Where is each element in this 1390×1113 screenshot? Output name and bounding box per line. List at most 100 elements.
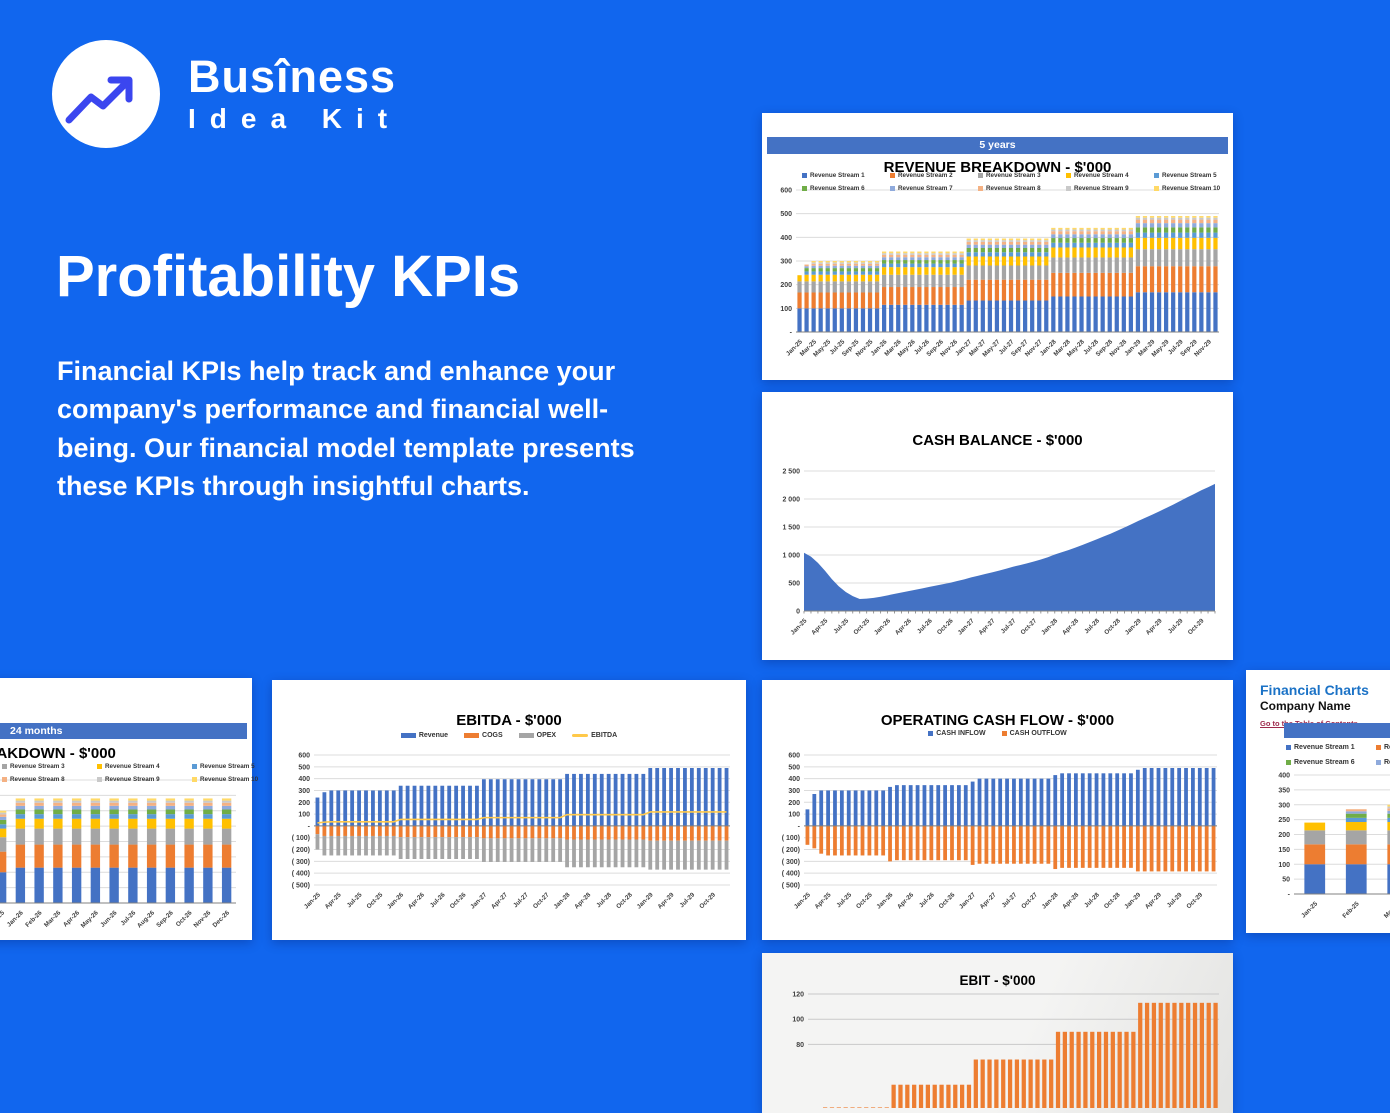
revenue-streams-legend: Revenue Stream 1 Revenue Stream 2 Revenue … bbox=[802, 169, 1242, 195]
svg-text:-: - bbox=[790, 330, 793, 337]
svg-text:-: - bbox=[308, 823, 311, 830]
legend-swatch bbox=[1286, 760, 1291, 765]
svg-text:Oct-27: Oct-27 bbox=[1019, 617, 1038, 636]
svg-text:( 100): ( 100) bbox=[292, 835, 310, 842]
svg-text:( 500): ( 500) bbox=[292, 883, 310, 890]
svg-text:400: 400 bbox=[788, 776, 800, 783]
svg-text:500: 500 bbox=[788, 581, 800, 588]
svg-text:2 500: 2 500 bbox=[782, 469, 800, 476]
svg-text:Oct-27: Oct-27 bbox=[532, 891, 551, 910]
legend-swatch bbox=[464, 733, 480, 738]
svg-text:Apr-27: Apr-27 bbox=[979, 891, 998, 910]
svg-text:200: 200 bbox=[1278, 832, 1290, 839]
legend-item: Revenue Stream 3 bbox=[2, 760, 97, 773]
svg-text:Jul-28: Jul-28 bbox=[1083, 891, 1101, 909]
panel-cash-balance: CASH BALANCE - $'000 2 500 2 000 1 500 1 00… bbox=[762, 392, 1233, 660]
svg-text:Jan-25: Jan-25 bbox=[303, 891, 322, 910]
svg-text:( 400): ( 400) bbox=[782, 871, 800, 878]
legend-swatch bbox=[2, 764, 7, 769]
svg-text:Apr-26: Apr-26 bbox=[407, 891, 426, 910]
period-badge-24-months: 24 months bbox=[0, 723, 247, 739]
svg-text:300: 300 bbox=[788, 788, 800, 795]
svg-text:Oct-28: Oct-28 bbox=[1103, 617, 1122, 636]
legend-item: Revenue Stream 5 bbox=[1154, 169, 1242, 182]
legend-swatch bbox=[2, 777, 7, 782]
svg-text:Jul-27: Jul-27 bbox=[1000, 617, 1018, 635]
legend-swatch bbox=[192, 764, 197, 769]
svg-text:Jan-28: Jan-28 bbox=[552, 891, 571, 910]
svg-text:Jul-25: Jul-25 bbox=[835, 891, 853, 909]
legend-item: Revenue Stream 10 bbox=[1154, 182, 1242, 195]
legend-item: Revenue Stream 7 bbox=[890, 182, 978, 195]
svg-text:Oct-26: Oct-26 bbox=[449, 891, 468, 910]
svg-text:Apr-25: Apr-25 bbox=[813, 891, 832, 910]
svg-text:100: 100 bbox=[792, 1017, 804, 1024]
svg-text:Jul-25: Jul-25 bbox=[346, 891, 364, 909]
cash-flow-legend: CASH INFLOW CASH OUTFLOW bbox=[762, 730, 1233, 737]
legend-swatch bbox=[1066, 173, 1071, 178]
legend-swatch bbox=[978, 186, 983, 191]
panel-financial-charts: Financial Charts Company Name Go to the … bbox=[1246, 670, 1390, 933]
svg-text:200: 200 bbox=[788, 800, 800, 807]
svg-text:Nov-26: Nov-26 bbox=[192, 909, 212, 929]
svg-text:Apr-28: Apr-28 bbox=[573, 891, 592, 910]
legend-swatch bbox=[572, 734, 589, 737]
mini-revenue-stacked-bar-chart: 400 350 300 250 200 150 100 50 - Jan-25 Feb-25 Mar-… bbox=[1250, 766, 1390, 944]
svg-text:Jan-29: Jan-29 bbox=[1124, 617, 1143, 636]
legend-item: Revenue Stream 5 bbox=[192, 760, 287, 773]
legend-swatch bbox=[890, 186, 895, 191]
panel-ebitda: EBITDA - $'000 Revenue COGS OPEX EBITDA 600… bbox=[272, 680, 746, 940]
cash-balance-area-chart: 2 500 2 000 1 500 1 000 500 0 Jan-25 Apr-25 Jul-… bbox=[766, 465, 1233, 670]
svg-text:400: 400 bbox=[780, 235, 792, 242]
legend-item: Revenue Stream 9 bbox=[1066, 182, 1154, 195]
legend-swatch bbox=[1376, 745, 1381, 750]
svg-text:Feb-25: Feb-25 bbox=[1341, 900, 1361, 920]
legend-item: Revenue bbox=[400, 732, 448, 739]
svg-text:Jan-25: Jan-25 bbox=[789, 617, 808, 636]
svg-text:Jan-29: Jan-29 bbox=[636, 891, 655, 910]
svg-text:350: 350 bbox=[1278, 787, 1290, 794]
svg-text:Jan-28: Jan-28 bbox=[1040, 617, 1059, 636]
svg-text:Apr-29: Apr-29 bbox=[1144, 891, 1163, 910]
svg-text:-: - bbox=[1288, 892, 1291, 899]
operating-cash-flow-chart: 600 500 400 300 200 100 - ( 100) ( 200) ( 300) ( 4… bbox=[766, 743, 1233, 942]
svg-text:Jan-25: Jan-25 bbox=[793, 891, 812, 910]
legend-swatch bbox=[1154, 186, 1159, 191]
svg-text:( 200): ( 200) bbox=[292, 847, 310, 854]
ebitda-legend: Revenue COGS OPEX EBITDA bbox=[272, 732, 746, 739]
svg-text:Apr-28: Apr-28 bbox=[1061, 891, 1080, 910]
svg-text:300: 300 bbox=[298, 788, 310, 795]
legend-item: Revenue Stream 7 bbox=[1376, 755, 1390, 770]
svg-text:Jan-27: Jan-27 bbox=[958, 891, 977, 910]
svg-text:Jul-28: Jul-28 bbox=[1083, 617, 1101, 635]
svg-text:Apr-28: Apr-28 bbox=[1061, 617, 1080, 636]
ebitda-bar-line-chart: 600 500 400 300 200 100 - ( 100) ( 200) ( 300) ( 4… bbox=[276, 743, 746, 942]
svg-text:150: 150 bbox=[1278, 847, 1290, 854]
mini-chart-banner bbox=[1284, 723, 1390, 738]
svg-text:Jan-26: Jan-26 bbox=[386, 891, 405, 910]
brand-logo: Busîness Idea Kit bbox=[52, 40, 401, 148]
svg-text:Dec-25: Dec-25 bbox=[0, 909, 6, 929]
chart-title-cash-balance: CASH BALANCE - $'000 bbox=[912, 432, 1083, 449]
svg-text:250: 250 bbox=[1278, 817, 1290, 824]
svg-text:Oct-25: Oct-25 bbox=[365, 891, 384, 910]
svg-text:Jul-29: Jul-29 bbox=[1167, 617, 1185, 635]
svg-text:Jan-26: Jan-26 bbox=[6, 909, 25, 928]
svg-text:Aug-26: Aug-26 bbox=[136, 909, 156, 929]
svg-text:Apr-29: Apr-29 bbox=[656, 891, 675, 910]
legend-item: CASH INFLOW bbox=[928, 730, 986, 737]
legend-item: Revenue Stream 6 bbox=[1286, 755, 1376, 770]
legend-swatch bbox=[802, 186, 807, 191]
svg-text:300: 300 bbox=[1278, 802, 1290, 809]
svg-text:500: 500 bbox=[780, 211, 792, 218]
svg-text:Jan-28: Jan-28 bbox=[1041, 891, 1060, 910]
legend-item: CASH OUTFLOW bbox=[1001, 730, 1067, 737]
svg-text:300: 300 bbox=[780, 259, 792, 266]
legend-swatch bbox=[1286, 745, 1291, 750]
svg-text:400: 400 bbox=[1278, 773, 1290, 780]
legend-item: OPEX bbox=[518, 732, 556, 739]
legend-swatch bbox=[1376, 760, 1381, 765]
svg-text:Apr-27: Apr-27 bbox=[490, 891, 509, 910]
